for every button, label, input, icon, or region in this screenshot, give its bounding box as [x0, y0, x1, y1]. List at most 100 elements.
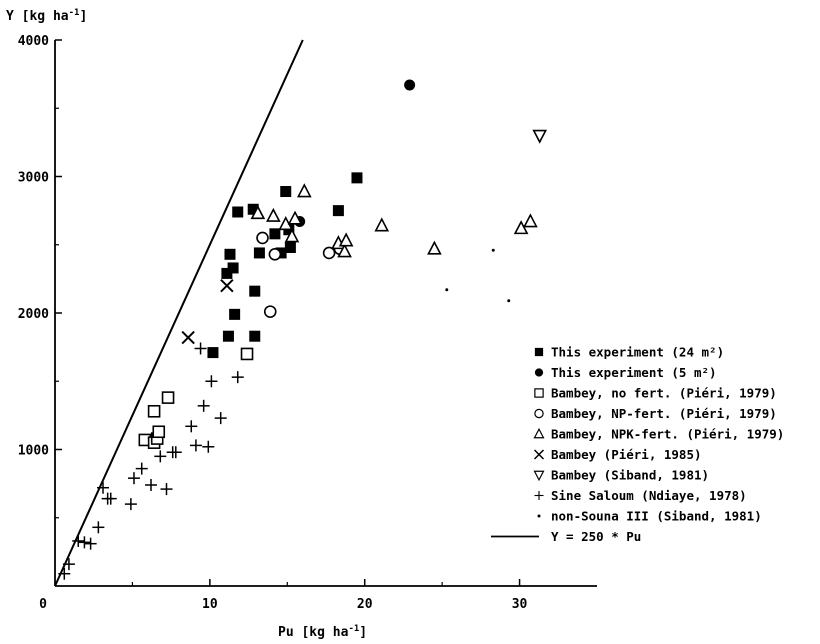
x-tick-label: 10 [202, 597, 218, 612]
plot-area [54, 39, 548, 587]
data-point-open-triangle [338, 232, 354, 247]
data-point-plus [84, 537, 97, 550]
legend: This experiment (24 m²) This experiment (… [491, 345, 784, 544]
data-point-plus [127, 472, 140, 485]
data-point-filled-square [284, 241, 296, 253]
x-tick-label: 30 [512, 597, 528, 612]
data-point-plus [169, 446, 182, 459]
data-point-plus [154, 450, 167, 463]
data-point-filled-square [229, 308, 241, 320]
data-point-open-triangle [523, 213, 538, 228]
data-point-plus [104, 492, 117, 505]
data-point-plus [145, 478, 158, 491]
legend-label: Y = 250 * Pu [551, 529, 641, 544]
ticks: 1000 2000 3000 4000 0 10 20 30 [18, 34, 528, 612]
data-point-plus [205, 375, 218, 388]
data-point-filled-square [275, 247, 287, 259]
legend-swatch-filled-circle [534, 368, 544, 377]
data-point-open-triangle [297, 183, 312, 198]
data-point-filled-square [224, 248, 236, 260]
data-point-open-square [240, 347, 254, 361]
data-point-filled-square [207, 347, 219, 359]
data-point-filled-square [269, 228, 281, 240]
data-point-plus [92, 521, 105, 534]
data-point-open-circle [322, 246, 336, 260]
data-point-open-square [161, 391, 175, 404]
data-point-open-triangle [337, 243, 352, 258]
data-point-open-triangle [266, 207, 281, 222]
data-point-filled-square [227, 262, 239, 274]
x-tick-label: 20 [357, 597, 373, 612]
x-axis-label-main: Pu [kg ha [278, 625, 349, 640]
data-point-filled-square [351, 172, 363, 184]
legend-swatch-filled-square [534, 347, 544, 357]
data-point-plus [231, 371, 244, 384]
data-point-plus [135, 462, 148, 475]
data-point-open-triangle [374, 217, 390, 232]
data-point-plus [78, 536, 91, 549]
y-axis-label-main: Y [kg ha [6, 9, 69, 24]
y-tick-label: 2000 [18, 307, 49, 322]
data-point-filled-square [221, 267, 233, 279]
legend-label: Bambey, no fert. (Piéri, 1979) [551, 386, 777, 401]
data-point-open-triangle-down [532, 129, 548, 144]
data-point-open-triangle [284, 228, 300, 243]
data-point-open-triangle [250, 205, 266, 220]
data-point-x [220, 278, 234, 293]
y-axis-label-sup: -1 [69, 8, 80, 18]
legend-swatch-plus [534, 491, 544, 500]
legend-label: Bambey (Siband, 1981) [551, 468, 709, 483]
legend-swatch-open-triangle-down [533, 470, 545, 482]
data-point-open-square [147, 404, 161, 418]
x-axis-label-sup: -1 [348, 624, 359, 634]
legend-label: Sine Saloum (Ndiaye, 1978) [551, 488, 747, 503]
data-point-filled-square [232, 206, 244, 218]
legend-swatch-dot [537, 514, 541, 518]
data-point-filled-square [247, 203, 259, 215]
data-point-filled-square [249, 285, 261, 297]
data-point-open-circle [263, 305, 277, 318]
data-point-open-square [152, 425, 166, 439]
reference-line [54, 39, 304, 587]
data-point-dot [445, 288, 449, 292]
data-point-plus [189, 439, 202, 452]
legend-label: Bambey, NPK-fert. (Piéri, 1979) [551, 427, 784, 442]
data-point-filled-square [249, 330, 261, 342]
x-tick-label: 0 [39, 597, 47, 612]
y-tick-label: 4000 [18, 34, 49, 49]
data-point-open-triangle [427, 240, 442, 255]
data-point-open-circle [268, 248, 282, 261]
legend-label: Bambey (Piéri, 1985) [551, 447, 702, 462]
data-point-plus [194, 342, 207, 355]
legend-label: This experiment (5 m²) [551, 365, 717, 380]
legend-label: Bambey, NP-fert. (Piéri, 1979) [551, 406, 777, 421]
y-axis-label-end: ] [79, 9, 87, 24]
data-point-plus [160, 483, 173, 496]
y-axis-label: Y [kg ha-1] [6, 8, 87, 24]
legend-swatch-open-triangle [533, 427, 545, 439]
legend-label: This experiment (24 m²) [551, 345, 724, 360]
x-axis-label-end: ] [359, 625, 367, 640]
legend-swatch-x [533, 449, 545, 460]
x-axis-label: Pu [kg ha-1] [278, 624, 367, 640]
y-tick-label: 3000 [18, 171, 49, 186]
data-point-plus [124, 498, 137, 511]
legend-swatch-open-square [534, 388, 544, 398]
data-point-open-circle [256, 231, 269, 245]
legend-label: non-Souna III (Siband, 1981) [551, 509, 762, 524]
data-point-open-triangle [513, 220, 529, 235]
data-point-dot [507, 299, 511, 303]
data-point-plus [197, 399, 210, 412]
data-point-filled-square [253, 247, 265, 259]
data-point-filled-square [222, 330, 234, 342]
data-point-x [181, 330, 195, 345]
data-point-plus [185, 420, 198, 433]
y-tick-label: 1000 [18, 444, 49, 459]
data-point-plus [202, 440, 215, 453]
data-point-plus [214, 412, 227, 425]
data-point-dot [491, 248, 495, 252]
data-point-open-triangle [287, 210, 303, 225]
legend-swatch-open-circle [534, 408, 544, 419]
data-point-filled-square [332, 205, 344, 217]
